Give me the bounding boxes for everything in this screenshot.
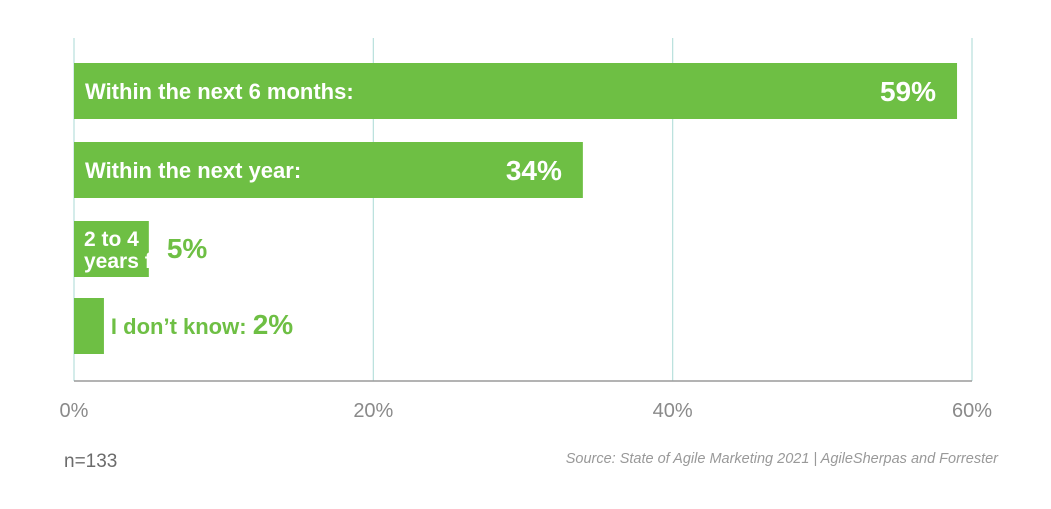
x-tick-label: 40%: [653, 400, 693, 422]
bar-outside-label: I don’t know: 2%: [111, 309, 293, 340]
bar-value-label: 59%: [880, 76, 936, 107]
bar: [74, 142, 583, 198]
bar-category-label: I don’t know:: [111, 314, 253, 339]
bar: [74, 63, 958, 119]
bar-category-line: 2 to 4: [84, 228, 139, 251]
bar: [74, 298, 104, 354]
bar-value-label: 2%: [253, 309, 294, 340]
bar-value-label: 5%: [167, 233, 208, 264]
bar-category-label: Within the next 6 months:: [85, 79, 354, 104]
bar-category-label: Within the next year:: [85, 158, 301, 183]
bars: Within the next 6 months: 59% Within the n…: [74, 63, 958, 354]
bar-category-line: years from now:: [84, 250, 246, 273]
source-note: Source: State of Agile Marketing 2021 | …: [565, 451, 998, 467]
bar: [74, 221, 149, 277]
bar-value-label: 34%: [506, 155, 562, 186]
x-tick-label: 60%: [952, 400, 992, 422]
bar-chart: Within the next 6 months: 59% Within the n…: [60, 38, 993, 422]
bar-category-label: 2 to 4 years from now:: [84, 228, 246, 273]
x-tick-label: 0%: [60, 400, 89, 422]
sample-size-note: n=133: [64, 451, 118, 472]
x-tick-label: 20%: [353, 400, 393, 422]
x-axis-ticks: 0% 20% 40% 60%: [60, 400, 993, 422]
